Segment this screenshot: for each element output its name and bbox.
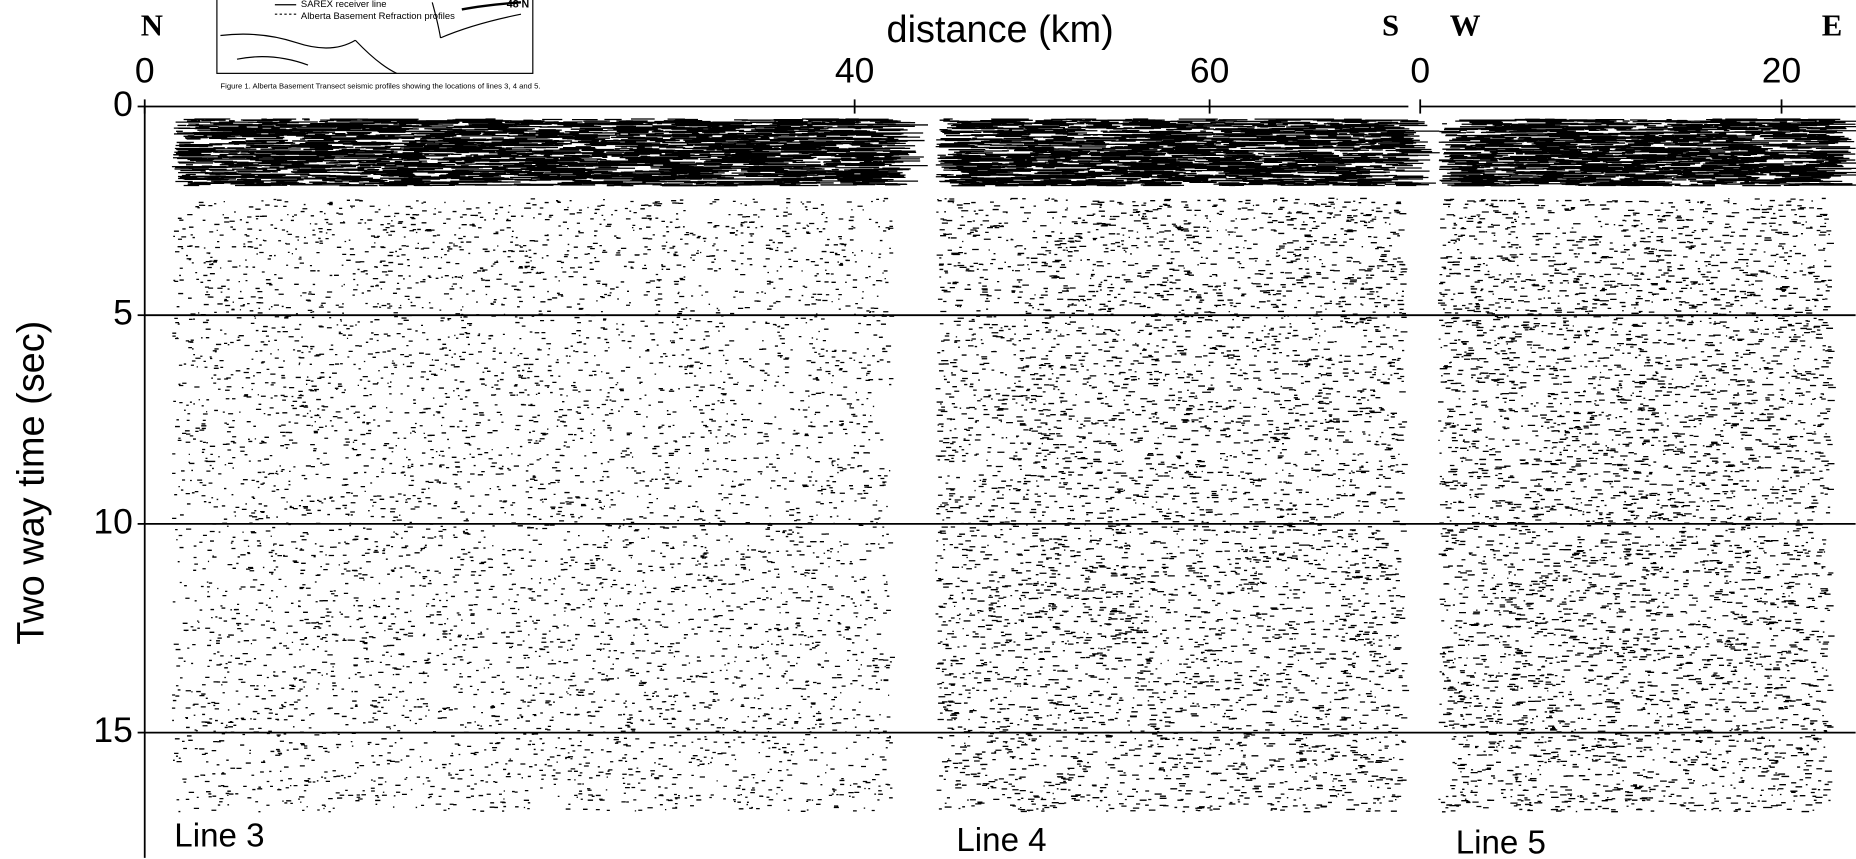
- inset-coastline: [220, 2, 522, 74]
- inset-latitude: 48 N: [507, 0, 529, 11]
- x-tick-label: 60: [1190, 51, 1229, 91]
- y-tick-label: 5: [113, 293, 133, 333]
- y-tick-label: 10: [93, 501, 132, 541]
- line-label-bg: [952, 822, 1072, 859]
- direction-label: S: [1382, 8, 1399, 42]
- line-label: Line 3: [174, 817, 264, 854]
- inset-caption: Figure 1. Alberta Basement Transect seis…: [220, 81, 540, 90]
- trace-texture: [935, 118, 1440, 813]
- x-tick-label: 0: [1410, 51, 1430, 91]
- direction-label: E: [1822, 8, 1843, 42]
- y-axis-title: Two way time (sec): [11, 321, 53, 645]
- inset-profile: [461, 1, 522, 11]
- inset-legend: SAREX receiver line: [301, 0, 387, 10]
- line-label-bg: [1452, 824, 1571, 859]
- y-tick-label: 0: [113, 84, 133, 124]
- y-tick-label: 15: [93, 710, 132, 750]
- line-label: Line 4: [956, 822, 1046, 859]
- x-axis-title: distance (km): [887, 9, 1114, 51]
- inset-map: SAREX receiver line Alberta Basement Ref…: [216, 0, 541, 90]
- direction-label: N: [141, 8, 163, 42]
- x-tick-label: 20: [1762, 51, 1801, 91]
- seismic-traces: [171, 118, 1856, 813]
- line-label: Line 5: [1456, 825, 1546, 859]
- trace-texture: [1437, 118, 1856, 813]
- x-tick-label: 0: [135, 51, 155, 91]
- inset-legend: Alberta Basement Refraction profiles: [301, 11, 455, 22]
- direction-label: W: [1450, 8, 1481, 42]
- trace-texture: [171, 118, 928, 813]
- x-tick-label: 40: [835, 51, 874, 91]
- line-label-bg: [170, 817, 290, 858]
